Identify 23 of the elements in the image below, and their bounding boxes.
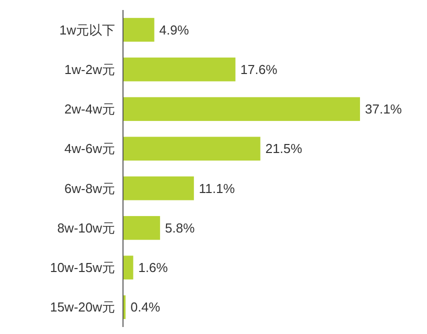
bar [123,216,160,240]
data-label: 4.9% [159,22,190,38]
data-label: 11.1% [198,180,236,196]
data-label: 17.6% [240,62,278,77]
y-tick-label: 2w-4w元 [64,102,115,117]
y-tick-label: 15w-20w元 [50,300,115,315]
y-tick-label: 6w-8w元 [64,180,115,196]
y-tick-label: 10w-15w元 [50,260,115,276]
data-label: 5.8% [165,220,196,236]
bar [123,136,260,161]
bar [123,18,154,42]
bar [123,256,134,280]
y-tick-label: 1w元以下 [59,22,115,38]
y-tick-label: 8w-10w元 [57,220,115,236]
y-tick-label: 4w-6w元 [64,141,115,156]
y-tick-label: 1w-2w元 [64,62,115,77]
bar [123,176,194,200]
data-label: 21.5% [265,141,303,156]
bar [123,58,236,82]
bar [123,97,360,121]
data-label: 1.6% [138,260,168,276]
data-label: 0.4% [130,300,161,315]
data-label: 37.1% [365,102,402,117]
